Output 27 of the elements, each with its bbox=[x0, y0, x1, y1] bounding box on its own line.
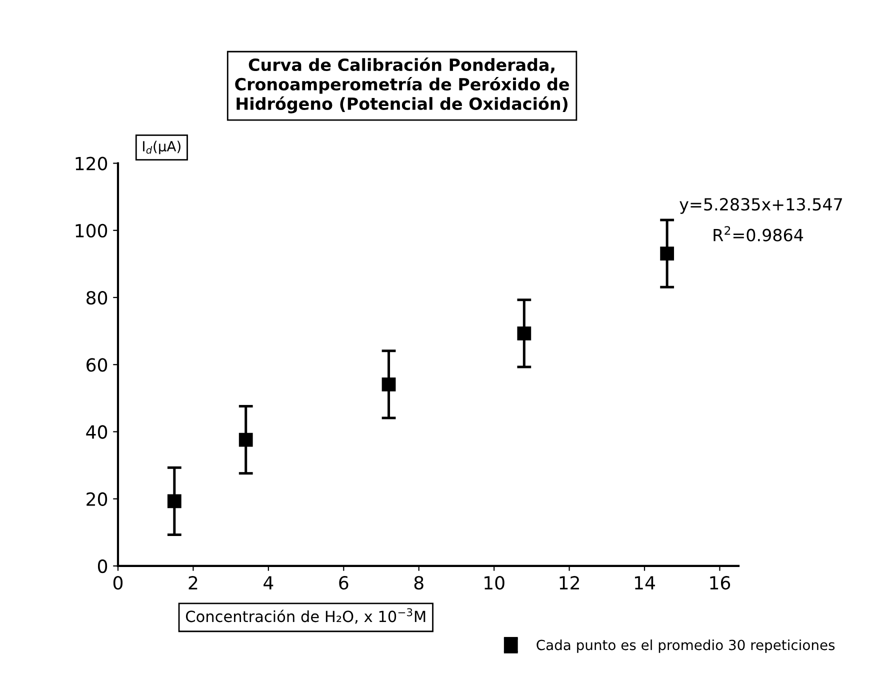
point bbox=[167, 494, 182, 508]
y-axis-title: I$_{d}$(μA) bbox=[143, 140, 180, 154]
point bbox=[517, 326, 532, 340]
y-tick-label: 40 bbox=[86, 425, 108, 439]
legend-label: Cada punto es el promedio 30 repeticiones bbox=[536, 639, 835, 653]
x-tick-label: 4 bbox=[264, 576, 274, 590]
point bbox=[238, 432, 253, 447]
y-tick-label: 20 bbox=[86, 492, 108, 506]
x-tick-label: 14 bbox=[635, 576, 655, 590]
y-tick-label: 80 bbox=[86, 290, 108, 305]
x-tick-label: 0 bbox=[113, 576, 123, 590]
y-tick-label: 100 bbox=[76, 224, 108, 238]
x-tick-label: 2 bbox=[188, 576, 198, 590]
point bbox=[660, 246, 674, 260]
x-tick-label: 10 bbox=[484, 576, 504, 590]
x-tick-label: 16 bbox=[710, 576, 730, 590]
x-axis-title: Concentración de H₂O, x 10$^{−3}$M bbox=[186, 608, 426, 624]
y-tick-label: 120 bbox=[76, 156, 108, 170]
y-tick-label: 60 bbox=[86, 358, 108, 372]
annotation: R$^{2}$=0.9864 bbox=[714, 226, 804, 242]
annotation: y=5.2835x+13.547 bbox=[680, 198, 842, 214]
x-tick-label: 12 bbox=[560, 576, 579, 590]
chart-title: Curva de Calibración Ponderada, Cronoamperometría de Peróxido de Hidrógeno (Potencial de Oxidación) bbox=[235, 57, 569, 114]
x-tick-label: 6 bbox=[339, 576, 348, 590]
x-tick-label: 8 bbox=[414, 576, 424, 590]
point bbox=[382, 377, 396, 392]
y-tick-label: 0 bbox=[98, 559, 108, 574]
